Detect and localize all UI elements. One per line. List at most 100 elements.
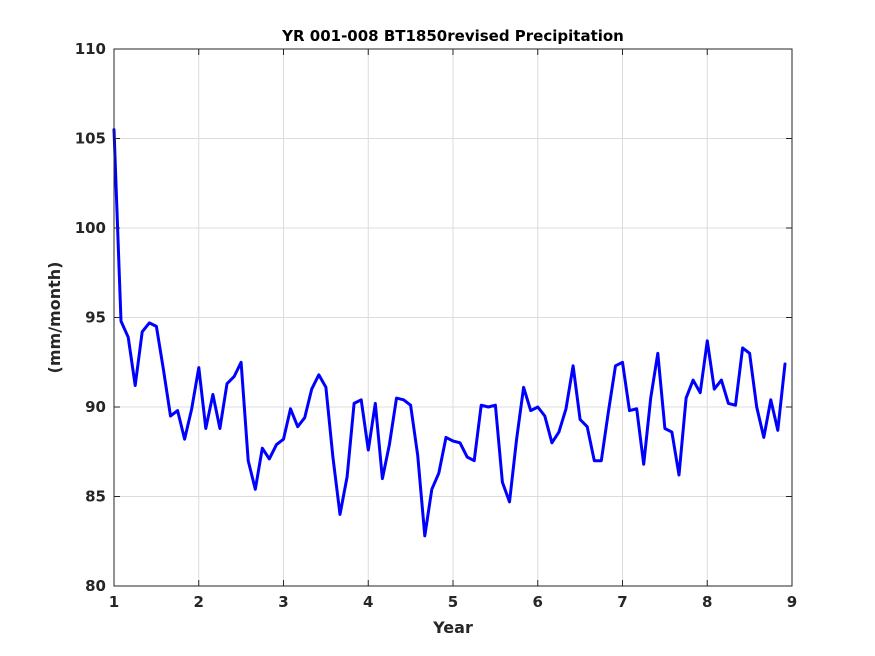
x-tick-label: 2 bbox=[194, 593, 204, 611]
data-point bbox=[621, 361, 624, 363]
data-point bbox=[367, 449, 369, 451]
data-point bbox=[784, 363, 786, 365]
data-point bbox=[304, 417, 306, 419]
data-point bbox=[487, 406, 489, 408]
data-point bbox=[459, 442, 461, 444]
x-tick-label: 1 bbox=[109, 593, 119, 611]
data-point bbox=[198, 367, 200, 369]
data-point bbox=[332, 456, 334, 458]
data-point bbox=[614, 365, 617, 367]
data-point bbox=[318, 374, 320, 376]
data-point bbox=[176, 409, 179, 412]
data-point bbox=[678, 474, 680, 476]
data-point bbox=[155, 325, 157, 328]
data-point bbox=[339, 513, 341, 516]
x-tick-label: 5 bbox=[448, 593, 458, 611]
data-point bbox=[628, 409, 631, 412]
data-point bbox=[692, 379, 694, 381]
data-point bbox=[120, 320, 122, 322]
x-tick-labels: 1 2 3 4 5 6 7 8 9 bbox=[109, 593, 797, 611]
data-point bbox=[530, 409, 532, 412]
data-point bbox=[374, 402, 376, 405]
data-point bbox=[565, 408, 567, 410]
data-point bbox=[268, 458, 270, 460]
data-point bbox=[480, 404, 482, 406]
data-point bbox=[254, 488, 256, 490]
x-axis-label: Year bbox=[432, 618, 473, 637]
data-point bbox=[162, 368, 165, 371]
data-point bbox=[219, 427, 221, 430]
data-point bbox=[431, 488, 433, 490]
data-point bbox=[424, 535, 426, 537]
data-point bbox=[777, 429, 779, 431]
data-point bbox=[763, 436, 765, 439]
data-point bbox=[183, 438, 186, 440]
data-point bbox=[508, 501, 511, 503]
data-point bbox=[410, 404, 412, 406]
data-point bbox=[127, 336, 129, 338]
data-point bbox=[466, 456, 468, 458]
x-tick-label: 7 bbox=[617, 593, 627, 611]
data-point bbox=[741, 347, 744, 349]
data-point bbox=[141, 331, 143, 333]
x-tick-label: 9 bbox=[787, 593, 797, 611]
data-point bbox=[240, 361, 242, 363]
data-point bbox=[734, 404, 737, 406]
data-point bbox=[572, 365, 574, 367]
data-point bbox=[537, 406, 539, 408]
y-tick-label: 90 bbox=[85, 398, 106, 416]
data-point bbox=[353, 402, 355, 405]
data-point bbox=[749, 352, 751, 354]
data-point bbox=[438, 472, 440, 474]
data-point bbox=[713, 388, 715, 390]
data-point bbox=[346, 476, 348, 478]
data-point bbox=[289, 408, 292, 410]
data-point bbox=[727, 402, 730, 405]
y-axis-label: (mm/month) bbox=[45, 262, 64, 374]
chart-title: YR 001-008 BT1850revised Precipitation bbox=[281, 27, 624, 45]
data-point bbox=[579, 418, 581, 421]
y-tick-label: 105 bbox=[75, 130, 106, 148]
data-point bbox=[706, 340, 708, 342]
data-point bbox=[494, 404, 496, 406]
data-point bbox=[134, 384, 136, 387]
data-point bbox=[756, 406, 758, 408]
data-point bbox=[395, 397, 398, 399]
data-point bbox=[650, 397, 652, 399]
data-point bbox=[544, 415, 546, 417]
data-point bbox=[445, 436, 447, 439]
y-tick-label: 95 bbox=[85, 309, 106, 327]
data-point bbox=[685, 397, 687, 399]
data-point bbox=[205, 427, 207, 430]
y-tick-label: 85 bbox=[85, 488, 106, 506]
data-point bbox=[402, 399, 405, 401]
data-point bbox=[169, 415, 172, 417]
data-point bbox=[148, 322, 150, 324]
data-point bbox=[607, 411, 609, 413]
data-point bbox=[247, 460, 249, 462]
data-point bbox=[275, 443, 278, 446]
data-point bbox=[600, 460, 602, 462]
data-point bbox=[515, 438, 518, 440]
data-point bbox=[325, 386, 327, 388]
data-point bbox=[360, 399, 362, 401]
data-point bbox=[636, 408, 638, 410]
data-point bbox=[388, 443, 391, 446]
x-tick-label: 6 bbox=[533, 593, 543, 611]
y-tick-label: 100 bbox=[75, 219, 106, 237]
data-point bbox=[522, 386, 525, 388]
data-point bbox=[191, 408, 193, 410]
x-tick-label: 8 bbox=[702, 593, 712, 611]
series-layer bbox=[112, 128, 787, 538]
data-point bbox=[233, 375, 235, 378]
y-tick-label: 110 bbox=[75, 40, 106, 58]
data-point bbox=[593, 460, 595, 462]
data-point bbox=[643, 463, 645, 465]
data-point bbox=[551, 442, 553, 444]
tick-marks bbox=[113, 48, 793, 587]
data-point bbox=[261, 447, 263, 449]
data-point bbox=[212, 393, 214, 396]
data-point bbox=[417, 454, 419, 456]
